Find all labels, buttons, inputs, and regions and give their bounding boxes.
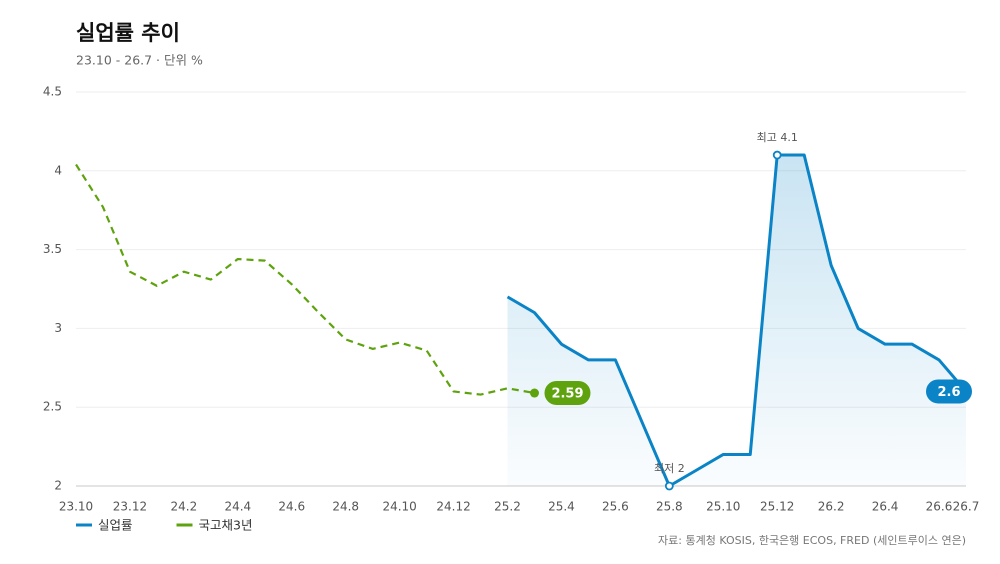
x-tick-label: 26.7 xyxy=(953,500,980,514)
y-tick-label: 2 xyxy=(54,479,62,493)
value-label: 2.59 xyxy=(551,387,583,402)
legend-label: 실업률 xyxy=(98,518,133,533)
x-tick-label: 25.8 xyxy=(656,500,683,514)
extreme-marker xyxy=(772,150,782,160)
source: 자료: 통계청 KOSIS, 한국은행 ECOS, FRED (세인트루이스 연… xyxy=(658,534,966,547)
value-badge xyxy=(544,381,591,406)
x-tick-label: 26.4 xyxy=(872,500,899,514)
x-tick-label: 24.12 xyxy=(436,500,470,514)
x-tick-label: 25.6 xyxy=(602,500,629,514)
y-tick-label: 4.5 xyxy=(43,85,62,99)
x-tick-label: 23.12 xyxy=(113,500,147,514)
end-dot xyxy=(529,388,539,398)
x-tick-label: 25.4 xyxy=(548,500,575,514)
y-tick-label: 3 xyxy=(54,321,62,335)
x-tick-label: 25.2 xyxy=(494,500,521,514)
series-line xyxy=(506,153,968,488)
y-tick-label: 3.5 xyxy=(43,242,62,256)
x-tick-label: 24.2 xyxy=(171,500,198,514)
x-tick-label: 25.10 xyxy=(706,500,740,514)
value-label: 2.6 xyxy=(937,385,960,400)
value-badge xyxy=(926,379,972,404)
x-tick-label: 24.8 xyxy=(332,500,359,514)
chart-subtitle: 23.10 - 26.7 · 단위 % xyxy=(76,53,203,68)
x-tick-label: 24.10 xyxy=(382,500,416,514)
x-tick-label: 26.2 xyxy=(818,500,845,514)
area-fill xyxy=(507,155,966,487)
x-tick-label: 25.12 xyxy=(760,500,794,514)
chart-title: 실업률 추이 xyxy=(76,21,180,45)
x-tick-label: 23.10 xyxy=(59,500,93,514)
x-tick-label: 24.4 xyxy=(224,500,251,514)
series-line xyxy=(75,163,535,396)
y-tick-label: 4 xyxy=(54,163,62,177)
y-tick-label: 2.5 xyxy=(43,400,62,414)
x-tick-label: 24.6 xyxy=(278,500,305,514)
x-tick-label: 26.6 xyxy=(926,500,953,514)
legend-label: 국고채3년 xyxy=(199,518,253,533)
annotation: 최저 2 xyxy=(654,462,685,475)
extreme-marker xyxy=(664,481,674,491)
annotation: 최고 4.1 xyxy=(757,131,798,144)
